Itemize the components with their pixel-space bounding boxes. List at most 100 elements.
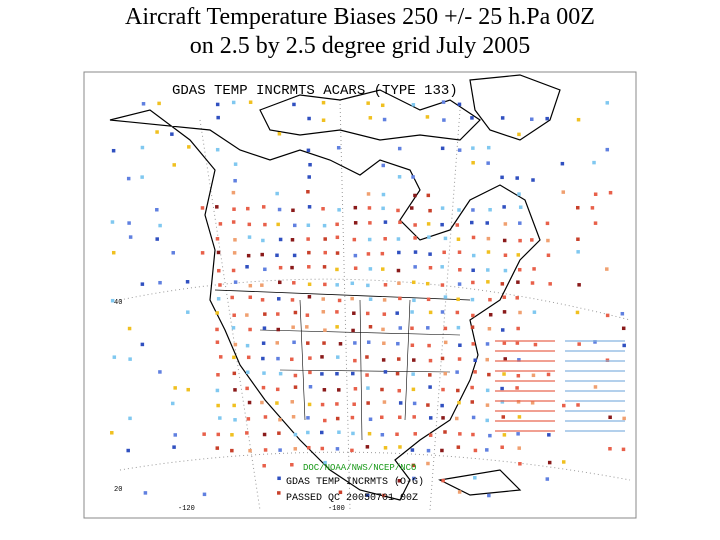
dot [381,493,386,498]
dot [278,417,282,422]
dot [278,371,283,376]
dot [143,491,148,495]
dot [323,328,327,332]
dot [127,221,131,225]
dot [398,296,402,301]
dot [320,446,325,451]
dot [515,386,519,390]
dot [383,370,388,374]
dot [411,463,416,468]
dot [562,403,566,408]
dot [231,326,236,330]
dot [293,310,298,315]
dot [518,310,522,315]
dot [215,237,220,241]
dot [515,341,520,345]
dot [456,388,460,393]
dot [576,403,580,407]
dot [200,251,205,255]
dot [561,190,566,194]
dot [576,250,580,254]
dot [395,371,400,376]
dot [605,313,610,318]
dot [278,265,283,270]
dot [381,327,385,332]
dot [411,387,416,392]
dot [335,371,339,376]
dot [410,343,415,348]
dot [335,402,339,406]
dot [517,267,522,272]
dot [442,250,446,255]
dot [335,235,340,240]
dot [517,446,521,450]
dot [215,446,220,450]
dot [306,223,311,227]
dot [457,357,462,361]
dot [353,205,358,210]
dot [308,162,312,167]
dot [486,236,491,241]
dot [576,117,581,122]
dot [158,280,162,285]
dot [605,101,610,105]
dot [322,388,327,392]
dot [428,416,433,420]
dot [530,281,535,285]
dot [381,206,385,211]
dot [233,388,237,392]
dot [248,448,252,453]
legend-swatch [495,390,555,392]
dot [502,341,507,345]
dot [516,253,521,257]
dot [457,400,461,405]
dot [530,238,534,242]
dot [337,208,341,212]
subheader: GDAS TEMP INCRMTS (O-G) [286,476,424,488]
dot [322,265,327,269]
dot [561,460,566,464]
dot [368,221,372,225]
dot [290,357,294,362]
dot [292,281,296,285]
dot [545,221,550,226]
dot [620,311,625,316]
dot [532,310,537,314]
dot [442,118,446,122]
dot [247,222,252,227]
dot [218,283,222,287]
dot [202,492,207,497]
dot [336,146,341,150]
dot [517,132,521,137]
timestamp: PASSED QC 20050701 00Z [286,493,418,504]
dot [351,431,355,436]
dot [290,400,295,404]
legend-swatch [495,400,555,402]
dot [232,207,236,211]
dot [471,160,475,165]
dot [458,343,462,347]
dot [276,356,280,361]
dot [233,342,238,347]
dot [276,327,280,332]
dot [412,415,416,419]
map-header: GDAS TEMP INCRMTS ACARS (TYPE 133) [172,83,458,99]
dot [381,192,386,197]
dot [427,343,431,348]
dot [215,205,219,209]
dot [233,280,238,284]
dot [247,400,252,405]
dot [216,297,221,301]
dot [518,205,523,209]
dot [337,388,341,392]
dot [457,490,462,494]
dot [516,326,520,331]
dot [173,433,178,437]
dot [126,176,131,181]
dot [397,250,401,255]
dot [383,446,388,450]
dot [260,252,264,257]
dot [486,250,491,254]
dot [456,445,461,449]
dot [457,282,462,286]
